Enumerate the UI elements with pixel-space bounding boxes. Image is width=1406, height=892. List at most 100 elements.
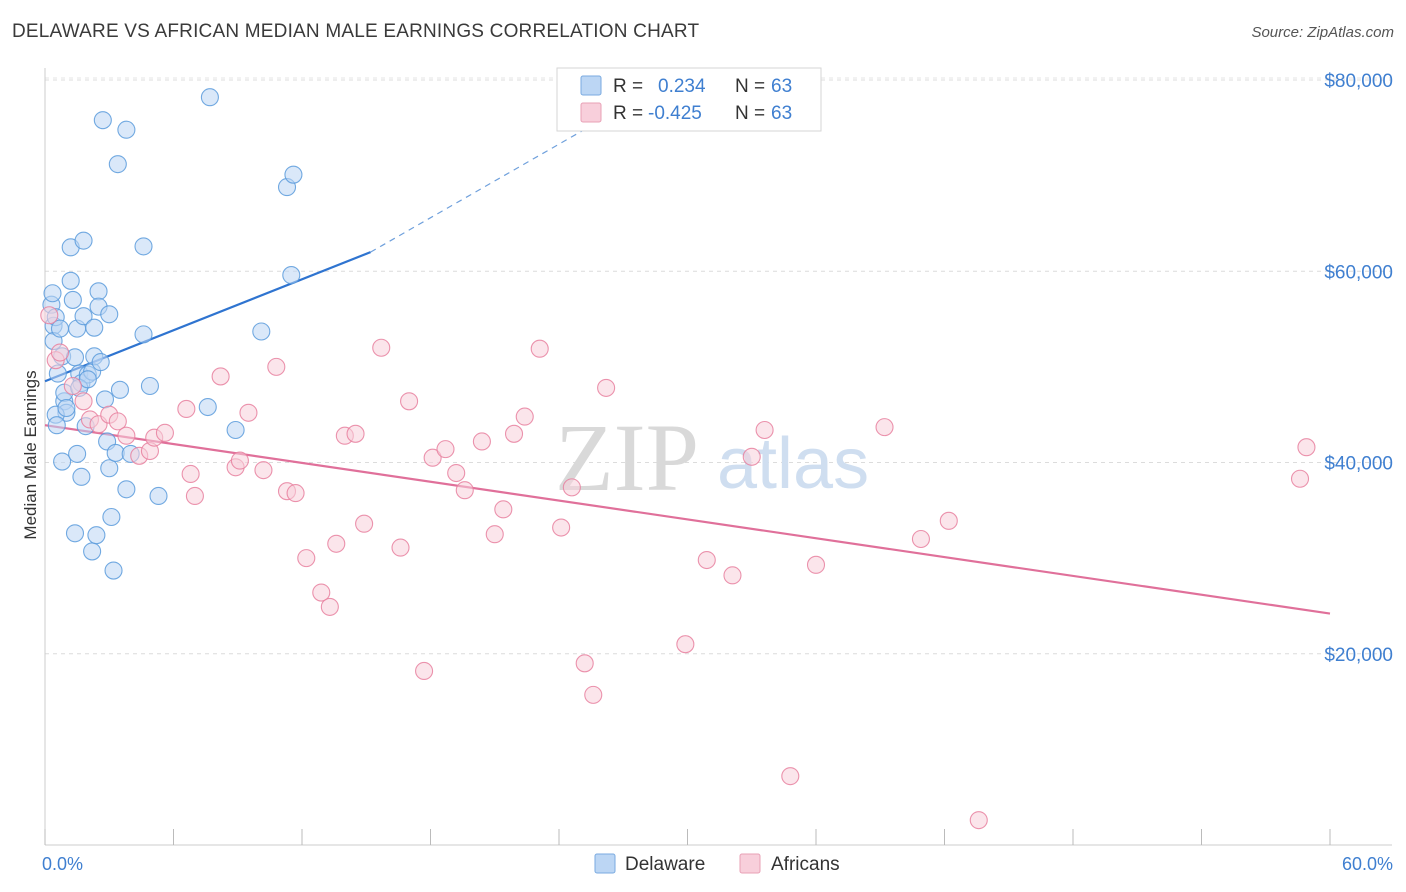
africans-point [181,464,200,484]
delaware-point [282,266,301,285]
watermark-atlas: atlas [717,424,869,504]
africans-point [230,451,249,470]
africans-point [742,447,761,466]
correlation-legend: R = 0.234 N = 63 R = -0.425 N = 63 [556,67,822,132]
africans-point [320,597,339,616]
delaware-point [117,480,136,499]
africans-point [312,583,331,602]
africans-point [40,306,59,325]
africans-point [211,367,230,386]
delaware-point [85,318,104,337]
delaware-point [65,524,85,543]
delaware-point [226,420,245,440]
africans-point [400,392,419,411]
delaware-point [72,467,91,486]
africans-point [436,440,455,459]
delaware-point [134,325,153,344]
legend-swatch-delaware [580,75,602,96]
africans-point [911,529,930,549]
delaware-point [198,397,217,417]
africans-point [391,538,410,557]
delaware-point [68,444,87,463]
delaware-point [53,452,72,471]
delaware-point [87,526,106,545]
africans-point [939,511,958,530]
africans-point [346,424,365,443]
delaware-point [104,561,123,580]
delaware-point [110,380,130,399]
africans-point [327,534,346,553]
delaware-point [117,120,136,139]
africans-point [676,635,695,654]
africans-point [584,685,603,704]
africans-point [267,357,286,376]
africans-point [63,376,82,396]
africans-point [185,486,204,506]
africans-point [372,338,391,357]
delaware-trend-extension [370,112,613,253]
africans-trend-line [44,424,1331,615]
chart-title: DELAWARE VS AFRICAN MEDIAN MALE EARNINGS… [12,21,700,42]
delaware-point [78,370,97,389]
delaware-point [83,542,102,561]
africans-point [1290,469,1310,488]
delaware-point [74,231,93,250]
delaware-point [61,271,80,290]
africans-point [355,514,374,533]
legend-r-value: 0.234 [658,76,706,97]
delaware-point [252,322,271,341]
delaware-point [284,165,303,184]
legend-r-label: R = [613,76,643,97]
series-legend: Delaware Africans [594,853,840,875]
delaware-point [57,398,76,418]
legend-swatch-africans [739,853,761,874]
africans-point [117,426,136,445]
africans-point [239,403,258,422]
y-tick-label: $40,000 [1324,454,1393,475]
x-tick-label: 0.0% [42,854,83,874]
delaware-point [95,390,115,409]
africans-point [155,423,174,442]
legend-swatch-delaware [594,853,616,874]
legend-n-label: N = [735,103,765,124]
delaware-point [65,348,85,367]
y-tick-labels: $20,000 $40,000 $60,000 $80,000 [1324,71,1393,666]
grid-lines [45,77,1392,655]
africans-point [697,550,716,570]
africans-point [50,343,70,362]
y-tick-label: $80,000 [1324,71,1393,92]
watermark: ZIP atlas [555,404,869,511]
africans-point [447,463,466,483]
africans-point [108,412,127,431]
africans-point [515,407,534,426]
x-tick-label: 60.0% [1342,854,1393,874]
legend-n-value: 63 [771,103,792,124]
delaware-point [108,155,127,174]
delaware-point [102,507,121,527]
africans-point [485,525,504,544]
africans-point [969,811,988,830]
data-points [40,88,1316,830]
africans-point [781,767,800,786]
y-axis-label: Median Male Earnings [21,370,40,539]
delaware-point [100,305,119,324]
africans-point [1297,438,1316,457]
legend-n-value: 63 [771,76,792,97]
africans-point [755,420,774,440]
africans-point [177,399,196,419]
africans-point [504,424,524,443]
africans-point [552,518,571,537]
delaware-point [140,376,159,396]
delaware-point [74,307,93,326]
source-label: Source: ZipAtlas.com [1251,24,1394,41]
delaware-point [89,282,108,301]
africans-point [286,484,305,503]
delaware-point [43,284,62,303]
africans-point [806,555,826,574]
legend-label-africans: Africans [771,854,840,875]
africans-point [254,461,273,480]
legend-r-label: R = [613,103,643,124]
delaware-point [47,416,66,435]
africans-point [723,566,742,585]
